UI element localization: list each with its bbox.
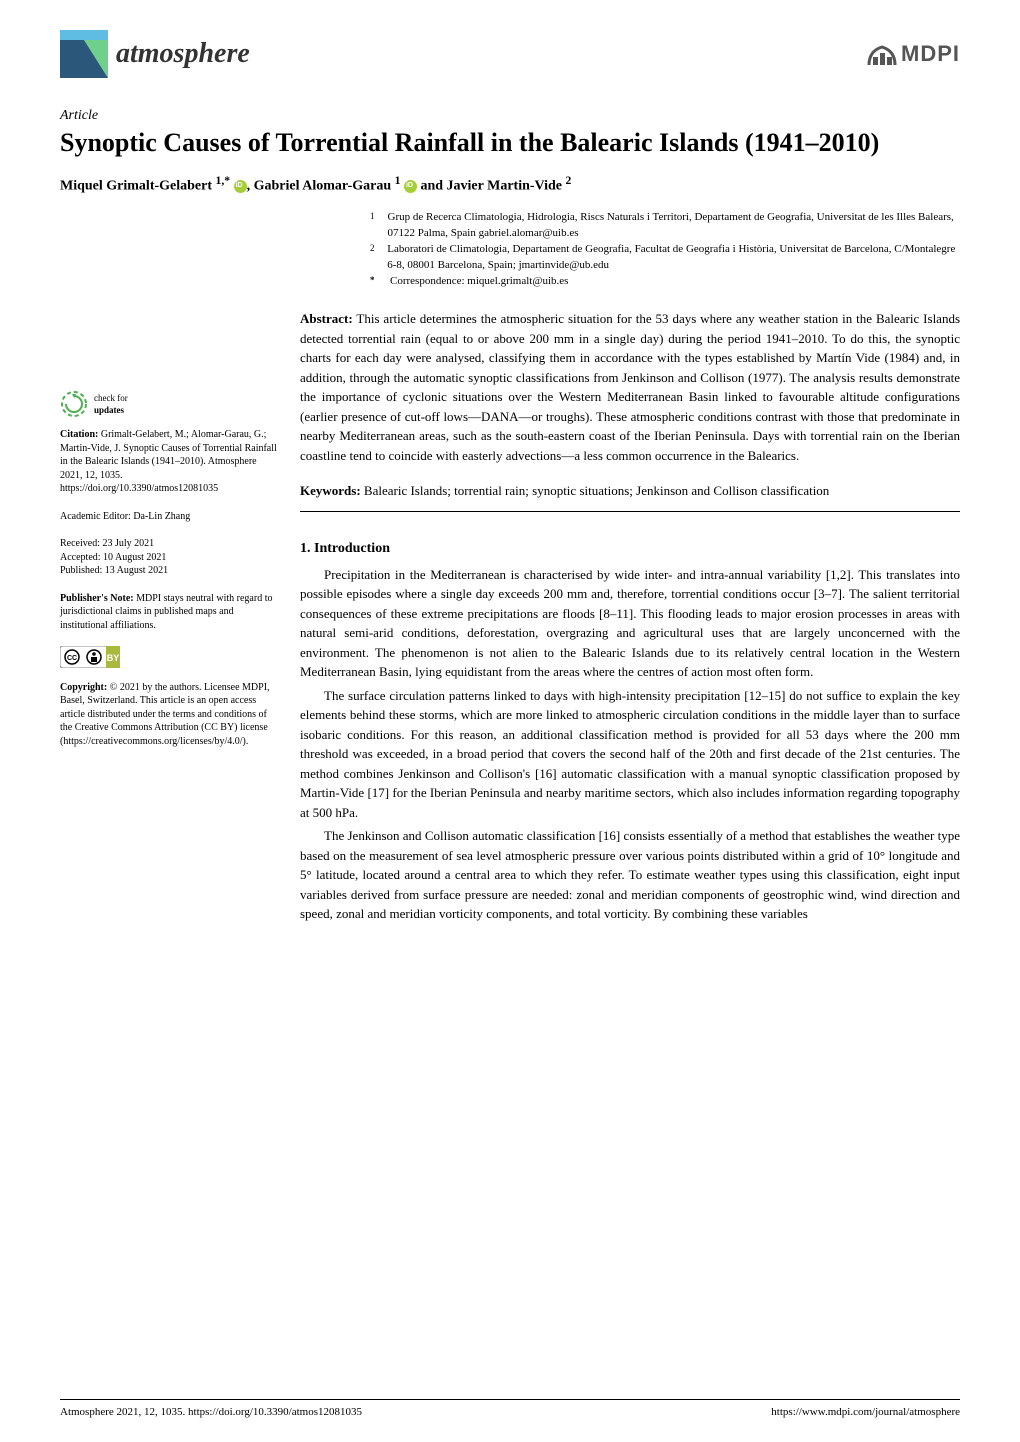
section-1-heading: 1. Introduction	[300, 538, 960, 559]
cc-by-icon[interactable]: CC BY	[60, 646, 120, 668]
publisher-text: MDPI	[901, 41, 960, 67]
article-header: Article Synoptic Causes of Torrential Ra…	[0, 88, 1020, 194]
author-1: Miquel Grimalt-Gelabert	[60, 178, 212, 193]
affiliation-1: 1 Grup de Recerca Climatologia, Hidrolog…	[370, 210, 960, 241]
published-date: Published: 13 August 2021	[60, 564, 280, 578]
editor-block: Academic Editor: Da-Lin Zhang	[60, 510, 280, 524]
copyright-label: Copyright:	[60, 682, 107, 693]
affiliations-block: 1 Grup de Recerca Climatologia, Hidrolog…	[370, 210, 960, 289]
journal-name: atmosphere	[116, 38, 250, 70]
editor-label: Academic Editor:	[60, 511, 131, 522]
main-two-column: check forupdates Citation: Grimalt-Gelab…	[0, 194, 1020, 923]
editor-name: Da-Lin Zhang	[133, 511, 190, 522]
article-title: Synoptic Causes of Torrential Rainfall i…	[60, 126, 960, 160]
paragraph-2: The surface circulation patterns linked …	[300, 686, 960, 823]
orcid-icon[interactable]	[404, 180, 417, 193]
author-3: Javier Martin-Vide	[447, 178, 562, 193]
footer-right[interactable]: https://www.mdpi.com/journal/atmosphere	[771, 1406, 960, 1418]
dates-block: Received: 23 July 2021 Accepted: 10 Augu…	[60, 537, 280, 578]
affil-2-text: Laboratori de Climatologia, Departament …	[387, 242, 960, 273]
orcid-icon[interactable]	[234, 180, 247, 193]
affil-1-text: Grup de Recerca Climatologia, Hidrologia…	[388, 210, 960, 241]
corr-text: Correspondence: miquel.grimalt@uib.es	[390, 274, 568, 289]
sidebar-column: check forupdates Citation: Grimalt-Gelab…	[60, 210, 280, 923]
author-3-sup: 2	[566, 174, 572, 187]
publishers-note-block: Publisher's Note: MDPI stays neutral wit…	[60, 592, 280, 633]
keywords-text: Balearic Islands; torrential rain; synop…	[364, 483, 829, 498]
check-updates-badge[interactable]: check forupdates	[60, 390, 280, 418]
affil-2-num: 2	[370, 242, 377, 273]
citation-label: Citation:	[60, 429, 98, 440]
accepted-date: Accepted: 10 August 2021	[60, 551, 280, 565]
author-1-sup: 1,*	[216, 174, 231, 187]
correspondence-row: * Correspondence: miquel.grimalt@uib.es	[370, 274, 960, 289]
keywords-label: Keywords:	[300, 483, 361, 498]
abstract-text: This article determines the atmospheric …	[300, 311, 960, 463]
affil-1-num: 1	[370, 210, 378, 241]
main-column: 1 Grup de Recerca Climatologia, Hidrolog…	[300, 210, 960, 923]
keywords-block: Keywords: Balearic Islands; torrential r…	[300, 481, 960, 512]
abstract-block: Abstract: This article determines the at…	[300, 309, 960, 465]
mdpi-mark-icon	[867, 41, 897, 67]
author-2-sup: 1	[395, 174, 401, 187]
received-date: Received: 23 July 2021	[60, 537, 280, 551]
journal-brand: atmosphere	[60, 30, 250, 78]
mdpi-logo: MDPI	[867, 41, 960, 67]
svg-text:CC: CC	[67, 655, 77, 662]
check-updates-icon	[60, 390, 88, 418]
citation-block: Citation: Grimalt-Gelabert, M.; Alomar-G…	[60, 428, 280, 496]
affiliation-2: 2 Laboratori de Climatologia, Departamen…	[370, 242, 960, 273]
author-2: Gabriel Alomar-Garau	[254, 178, 392, 193]
check-updates-bold: updates	[94, 405, 124, 415]
copyright-block: Copyright: © 2021 by the authors. Licens…	[60, 681, 280, 749]
authors-line: Miquel Grimalt-Gelabert 1,* , Gabriel Al…	[60, 174, 960, 195]
page-header: atmosphere MDPI	[0, 0, 1020, 88]
footer-left: Atmosphere 2021, 12, 1035. https://doi.o…	[60, 1406, 362, 1418]
corr-star: *	[370, 274, 380, 289]
svg-text:BY: BY	[107, 653, 120, 663]
atmosphere-logo-icon	[60, 30, 108, 78]
abstract-label: Abstract:	[300, 311, 353, 326]
page-footer: Atmosphere 2021, 12, 1035. https://doi.o…	[60, 1399, 960, 1418]
paragraph-3: The Jenkinson and Collison automatic cla…	[300, 826, 960, 924]
cc-license-block: CC BY	[60, 646, 280, 673]
publishers-note-label: Publisher's Note:	[60, 593, 134, 604]
paragraph-1: Precipitation in the Mediterranean is ch…	[300, 565, 960, 682]
article-type: Article	[60, 108, 960, 124]
